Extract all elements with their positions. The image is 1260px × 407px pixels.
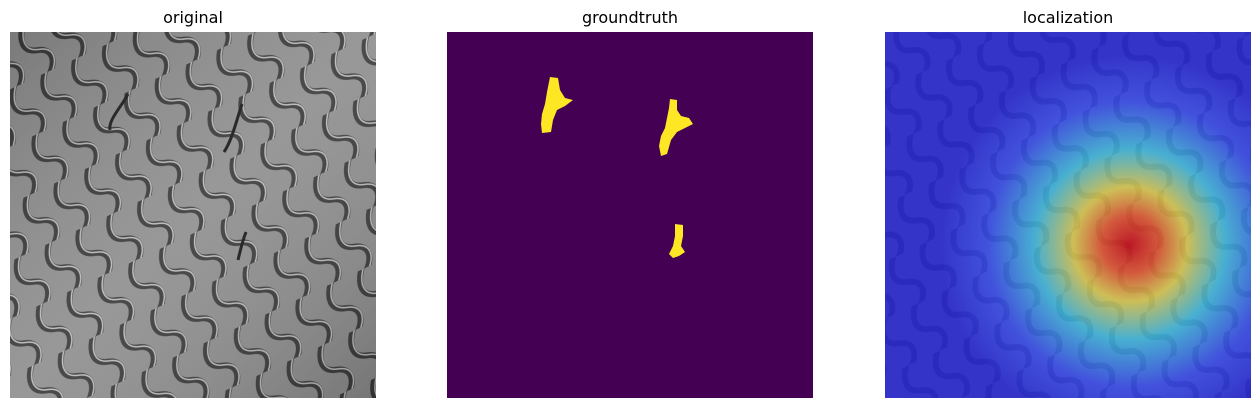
panel-title-localization: localization <box>1022 8 1114 27</box>
mask-region <box>659 99 693 156</box>
panel-groundtruth: groundtruth <box>447 0 813 407</box>
panel-localization: localization <box>885 0 1251 407</box>
mask-region <box>541 77 573 133</box>
groundtruth-mask <box>447 32 813 398</box>
panel-title-original: original <box>163 8 223 27</box>
panel-original: original <box>10 0 376 407</box>
panel-title-groundtruth: groundtruth <box>581 8 678 27</box>
localization-heatmap <box>885 32 1251 398</box>
mask-region <box>669 224 685 258</box>
original-image <box>10 32 376 398</box>
